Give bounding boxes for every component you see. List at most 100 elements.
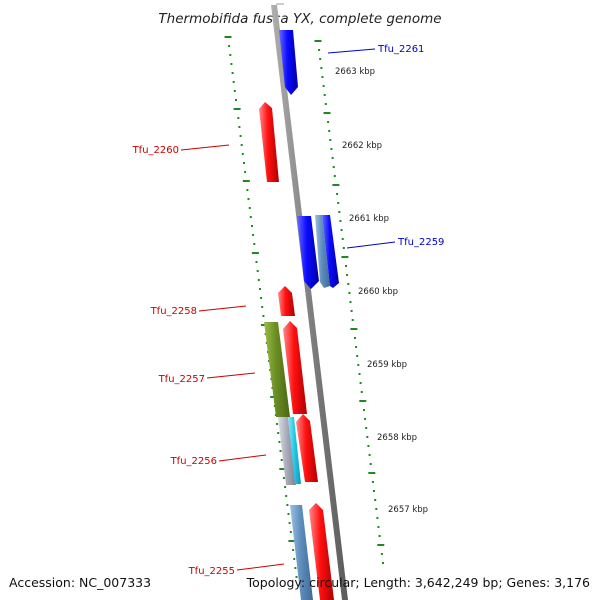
gene-tfu-2257-red[interactable] bbox=[283, 321, 307, 414]
left-ticks-tick bbox=[253, 243, 256, 245]
leader-line-tfu-2257 bbox=[206, 372, 256, 379]
left-ticks-tick bbox=[257, 279, 260, 281]
left-ticks-tick bbox=[277, 432, 280, 434]
gene-tfu-2259-a[interactable] bbox=[297, 216, 319, 289]
right-ticks-tick bbox=[368, 454, 371, 456]
left-ticks-tick bbox=[288, 540, 296, 542]
right-ticks-tick bbox=[378, 535, 381, 537]
right-ticks-tick bbox=[330, 148, 333, 150]
kbp-label-2661: 2661 kbp bbox=[349, 214, 389, 224]
gene-tfu-2256-red[interactable] bbox=[296, 414, 318, 482]
left-ticks-tick bbox=[256, 270, 259, 272]
kbp-label-2662: 2662 kbp bbox=[342, 141, 382, 151]
left-ticks-tick bbox=[276, 423, 279, 425]
left-ticks-tick bbox=[247, 198, 250, 200]
gene-tfu-2259-c[interactable] bbox=[322, 215, 339, 288]
right-ticks-tick bbox=[331, 157, 334, 159]
left-ticks-tick bbox=[280, 459, 283, 461]
left-ticks-tick bbox=[293, 558, 296, 560]
right-ticks-tick bbox=[319, 58, 322, 60]
right-ticks-tick bbox=[328, 130, 331, 132]
right-ticks-tick bbox=[346, 274, 349, 276]
left-ticks-tick bbox=[279, 450, 282, 452]
right-ticks-tick bbox=[339, 220, 342, 222]
right-ticks-tick bbox=[377, 526, 380, 528]
right-ticks-tick bbox=[345, 265, 347, 267]
left-ticks-tick bbox=[244, 171, 247, 173]
leader-line-tfu-2256 bbox=[218, 454, 267, 462]
right-ticks-tick bbox=[349, 301, 352, 303]
backbone-top-marker bbox=[276, 3, 284, 5]
right-ticks-tick bbox=[342, 247, 345, 249]
left-ticks-tick bbox=[241, 153, 244, 155]
right-ticks-tick bbox=[340, 229, 343, 231]
left-ticks-tick bbox=[233, 90, 236, 92]
gene-label-tfu-2257[interactable]: Tfu_2257 bbox=[158, 374, 205, 385]
kbp-label-2663: 2663 kbp bbox=[335, 67, 375, 77]
kbp-label-2660: 2660 kbp bbox=[358, 287, 398, 297]
gene-tfu-2257-olive[interactable] bbox=[264, 322, 290, 417]
right-ticks-tick bbox=[321, 76, 324, 78]
accession-text: Accession: NC_007333 bbox=[9, 575, 151, 590]
right-ticks-tick bbox=[382, 562, 384, 564]
gene-tfu-2261[interactable] bbox=[279, 30, 298, 95]
right-ticks-tick bbox=[341, 256, 349, 258]
gene-tfu-2255-steel[interactable] bbox=[290, 505, 313, 600]
right-ticks-tick bbox=[371, 481, 374, 483]
left-ticks-tick bbox=[243, 162, 245, 164]
gene-label-tfu-2255[interactable]: Tfu_2255 bbox=[188, 566, 235, 577]
right-ticks-tick bbox=[360, 391, 363, 393]
gene-label-tfu-2259[interactable]: Tfu_2259 bbox=[397, 237, 444, 248]
right-ticks-tick bbox=[327, 121, 330, 123]
right-ticks-tick bbox=[333, 175, 336, 177]
right-ticks-tick bbox=[359, 382, 362, 384]
left-ticks-tick bbox=[252, 234, 255, 236]
left-ticks-tick bbox=[260, 297, 263, 299]
right-ticks-tick bbox=[368, 472, 376, 474]
right-ticks-tick bbox=[366, 436, 369, 438]
left-ticks-tick bbox=[235, 99, 237, 101]
right-ticks-tick bbox=[359, 400, 367, 402]
left-ticks-tick bbox=[259, 288, 261, 290]
left-ticks-tick bbox=[278, 441, 281, 443]
gene-tfu-2256-cyan[interactable] bbox=[288, 417, 301, 484]
right-ticks-tick bbox=[380, 553, 383, 555]
left-ticks-tick bbox=[242, 180, 250, 182]
right-ticks-tick bbox=[369, 463, 372, 465]
right-ticks-tick bbox=[373, 490, 375, 492]
right-ticks-tick bbox=[318, 49, 321, 51]
left-ticks-tick bbox=[224, 36, 232, 38]
right-ticks-tick bbox=[354, 337, 356, 339]
right-ticks-tick bbox=[365, 427, 368, 429]
gene-tfu-2255-red[interactable] bbox=[309, 503, 334, 600]
gene-tfu-2260[interactable] bbox=[259, 102, 279, 182]
leader-line-tfu-2258 bbox=[198, 305, 247, 312]
genome-backbone bbox=[271, 5, 348, 600]
left-ticks-tick bbox=[287, 513, 290, 515]
right-ticks-tick bbox=[320, 67, 323, 69]
right-ticks-tick bbox=[367, 445, 370, 447]
right-ticks-tick bbox=[377, 544, 385, 546]
left-ticks-tick bbox=[261, 306, 264, 308]
left-ticks-tick bbox=[240, 144, 243, 146]
left-ticks-tick bbox=[289, 531, 292, 533]
gene-tfu-2259-b[interactable] bbox=[315, 215, 330, 288]
gene-tfu-2256-gray[interactable] bbox=[278, 417, 296, 485]
left-ticks-tick bbox=[251, 252, 259, 254]
right-ticks-tick bbox=[341, 238, 344, 240]
right-ticks-tick bbox=[314, 40, 322, 42]
right-ticks-tick bbox=[323, 112, 331, 114]
gene-tfu-2258[interactable] bbox=[278, 286, 295, 316]
right-tick-track bbox=[314, 40, 385, 564]
right-ticks-tick bbox=[357, 364, 360, 366]
right-ticks-tick bbox=[376, 517, 379, 519]
left-ticks-tick bbox=[262, 315, 265, 317]
gene-label-tfu-2261[interactable]: Tfu_2261 bbox=[377, 44, 424, 55]
left-ticks-tick bbox=[238, 126, 241, 128]
left-ticks-tick bbox=[282, 477, 285, 479]
gene-label-tfu-2256[interactable]: Tfu_2256 bbox=[170, 456, 217, 467]
left-ticks-tick bbox=[279, 468, 287, 470]
gene-label-tfu-2260[interactable]: Tfu_2260 bbox=[132, 145, 179, 156]
left-ticks-tick bbox=[255, 261, 258, 263]
gene-label-tfu-2258[interactable]: Tfu_2258 bbox=[150, 306, 197, 317]
